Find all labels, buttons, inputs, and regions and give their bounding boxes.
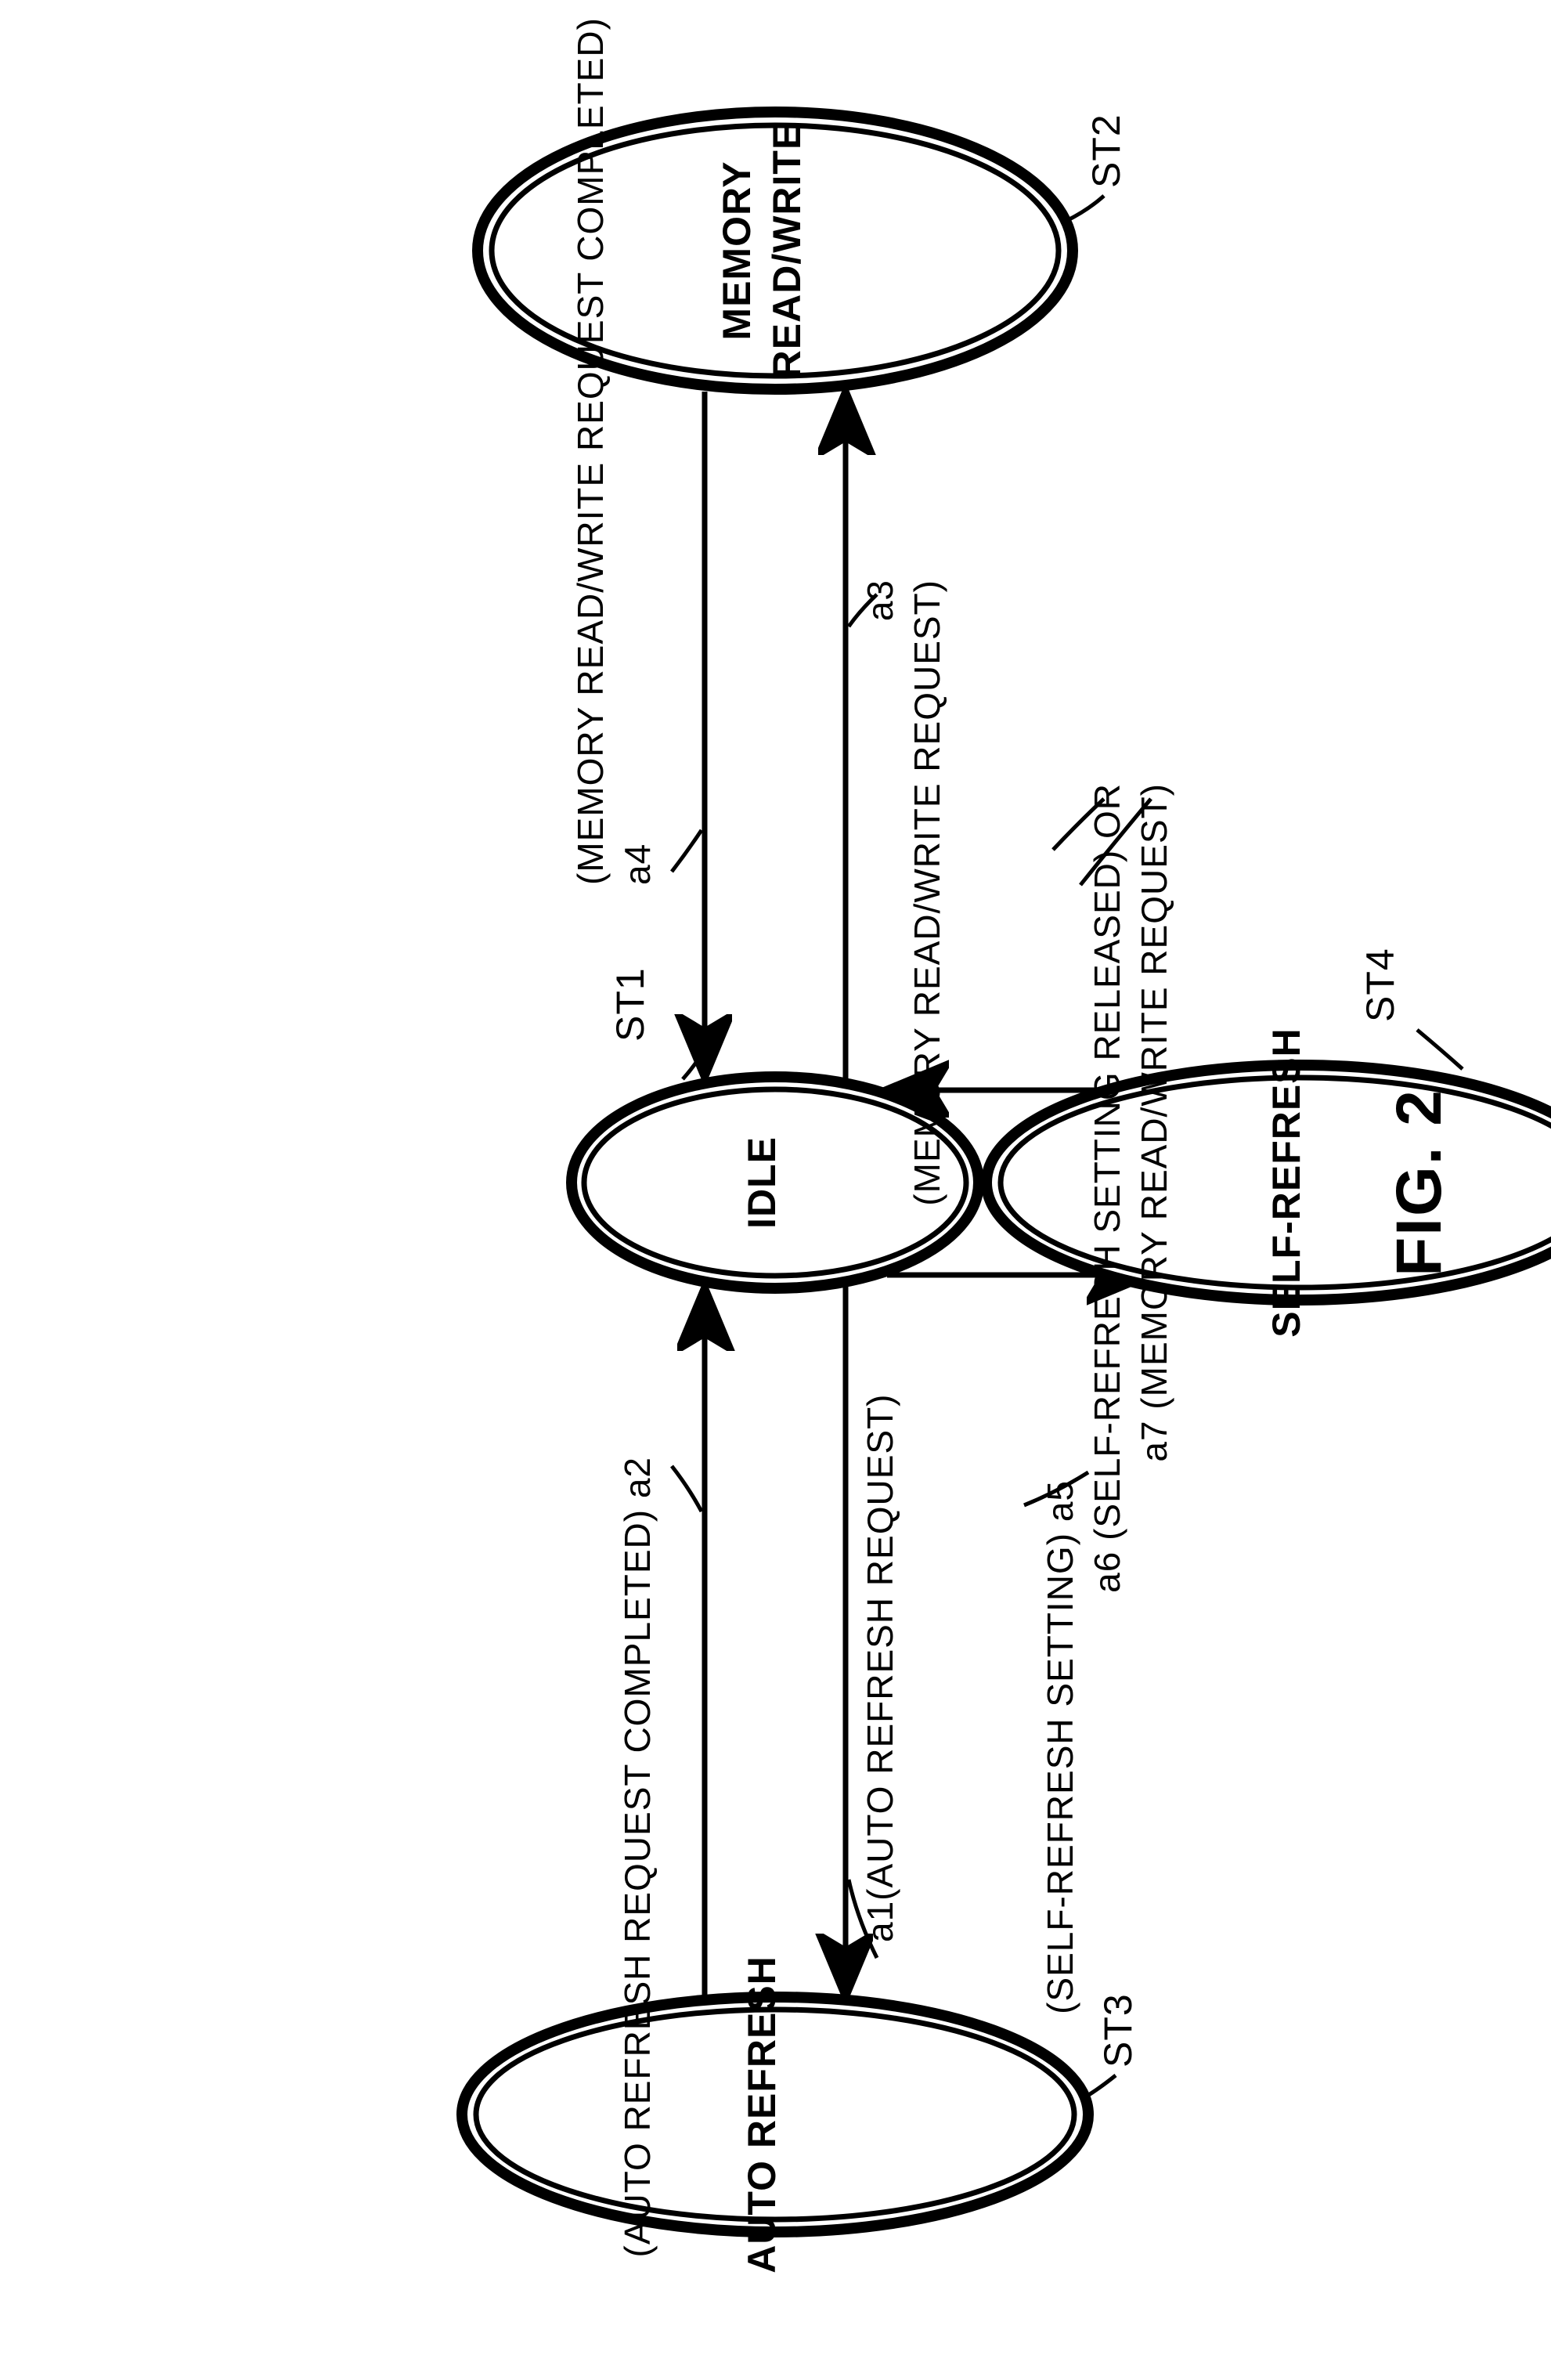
state-label: AUTO REFRESH bbox=[740, 1956, 784, 2273]
edge-a3-id: a3 bbox=[860, 580, 900, 621]
state-tag: ST1 bbox=[608, 967, 652, 1042]
edge-a3-label: (MEMORY READ/WRITE REQUEST) bbox=[907, 580, 947, 1206]
edge-a1-label: a1(AUTO REFRESH REQUEST) bbox=[860, 1394, 900, 1942]
edge-a5-label: (SELF-REFRESH SETTING) a5 bbox=[1040, 1480, 1080, 2014]
state-tag: ST4 bbox=[1358, 948, 1402, 1022]
edge-a4-id: a4 bbox=[617, 843, 658, 885]
state-label-line1: MEMORY bbox=[715, 161, 759, 340]
state-auto-refresh: AUTO REFRESH ST3 bbox=[462, 1956, 1140, 2273]
state-diagram: AUTO REFRESH ST3 IDLE ST1 MEMORY READ/WR… bbox=[0, 0, 1551, 2380]
edge-a4-label: (MEMORY READ/WRITE REQUEST COMPLETED) bbox=[570, 17, 611, 885]
edge-a7-label: a7 (MEMORY READ/WRITE REQUEST) bbox=[1134, 783, 1174, 1462]
state-label: SELF-REFRESH bbox=[1264, 1027, 1308, 1337]
edge-a2-label: (AUTO REFRESH REQUEST COMPLETED) a2 bbox=[617, 1457, 658, 2257]
leader-a4 bbox=[672, 830, 702, 872]
figure-caption: FIG. 2 bbox=[1383, 1089, 1455, 1277]
state-tag: ST2 bbox=[1084, 114, 1128, 188]
state-tag: ST3 bbox=[1096, 1993, 1140, 2068]
state-label-line2: READ/WRITE bbox=[765, 123, 809, 379]
state-label: IDLE bbox=[740, 1136, 784, 1229]
edge-a6-label: a6 (SELF-REFRESH SETTING RELEASED) OR bbox=[1087, 783, 1127, 1593]
state-self-refresh: SELF-REFRESH ST4 bbox=[987, 948, 1551, 1337]
leader-a2 bbox=[672, 1466, 702, 1511]
